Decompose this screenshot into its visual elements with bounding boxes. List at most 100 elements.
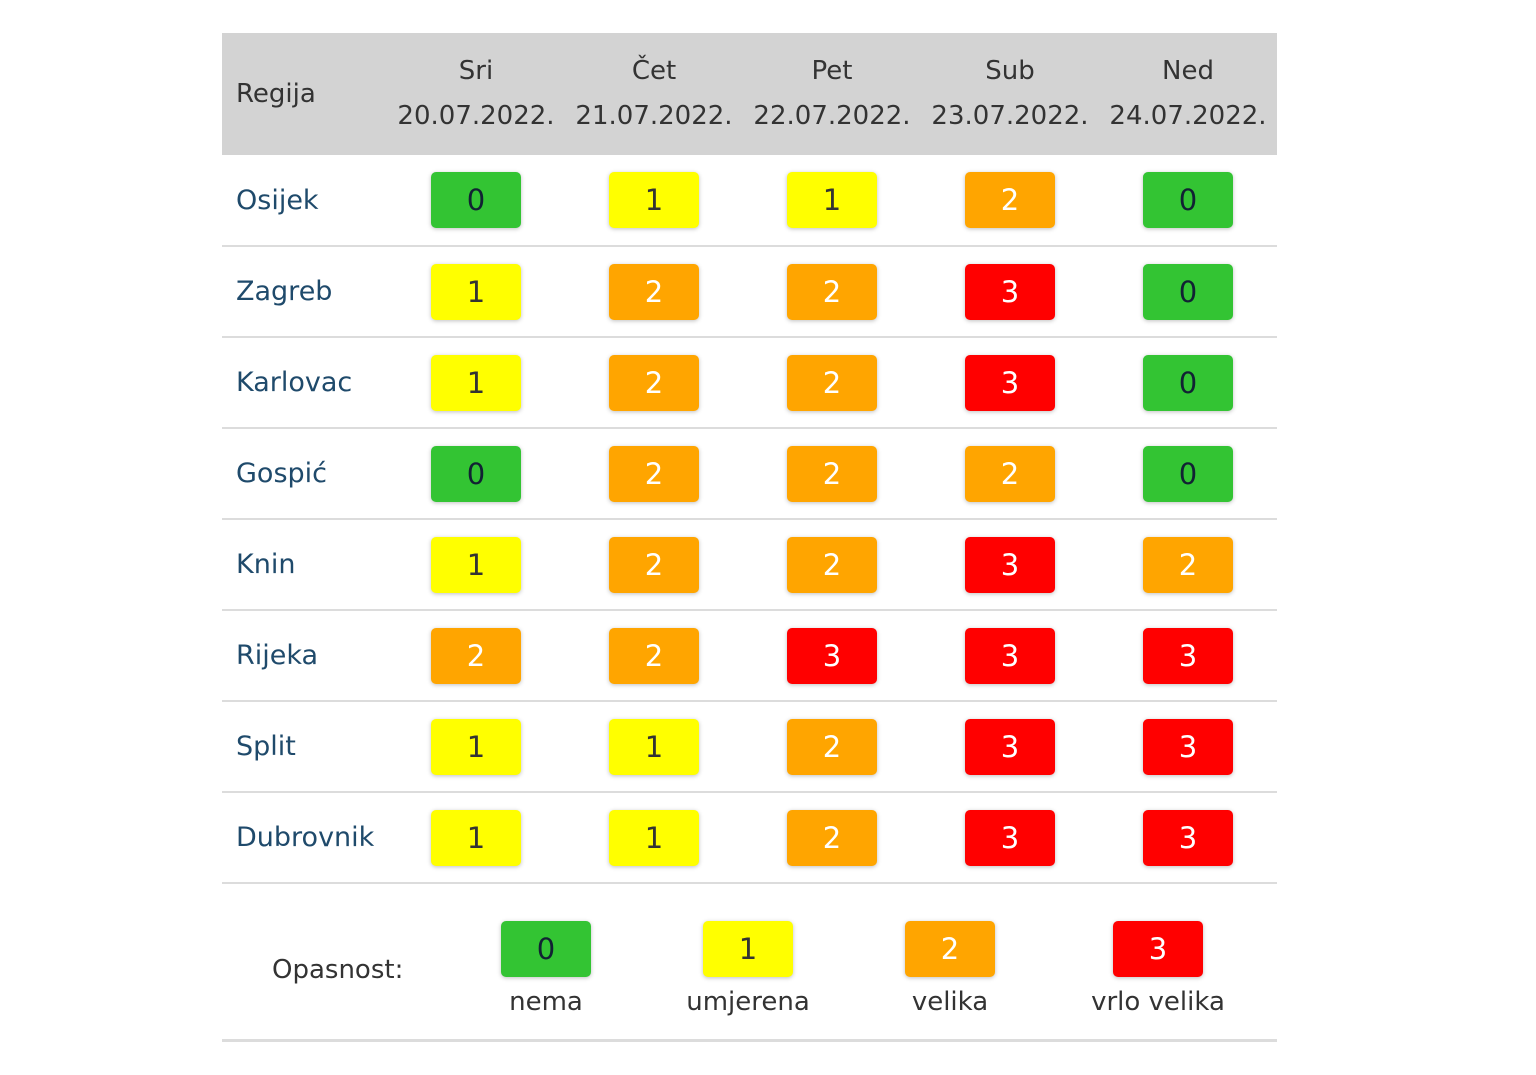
danger-cell: 0 — [1099, 246, 1277, 338]
table-row: Zagreb 1 2 2 3 0 — [222, 246, 1277, 338]
danger-level-badge: 3 — [965, 809, 1055, 866]
danger-cell: 2 — [387, 610, 565, 702]
danger-level-badge: 1 — [431, 536, 521, 593]
danger-cell: 1 — [387, 792, 565, 884]
legend-item-text: vrlo velika — [1091, 987, 1225, 1017]
danger-level-badge: 3 — [787, 627, 877, 684]
danger-cell: 1 — [743, 155, 921, 247]
danger-cell: 3 — [1099, 701, 1277, 793]
day-date: 21.07.2022. — [575, 101, 733, 131]
danger-cell: 1 — [387, 701, 565, 793]
danger-level-badge: 2 — [787, 263, 877, 320]
day-name: Čet — [631, 56, 677, 86]
danger-level-badge: 0 — [431, 172, 521, 228]
danger-level-badge: 2 — [787, 445, 877, 502]
table-header: Regija Sri 20.07.2022. Čet 21.07.2022. Pet 22… — [222, 33, 1277, 155]
danger-level-badge: 3 — [965, 718, 1055, 775]
legend-item: 1 umjerena — [648, 921, 848, 1017]
danger-level-badge: 3 — [1143, 718, 1233, 775]
danger-level-badge: 1 — [609, 172, 699, 228]
legend-item: 2 velika — [850, 921, 1050, 1017]
legend-label: Opasnost: — [272, 955, 404, 985]
danger-cell: 3 — [743, 610, 921, 702]
danger-cell: 0 — [1099, 155, 1277, 247]
danger-level-badge: 3 — [965, 354, 1055, 411]
danger-cell: 3 — [921, 519, 1099, 611]
table-row: Gospić 0 2 2 2 0 — [222, 428, 1277, 520]
table-body: Osijek 0 1 1 2 0 Zagreb 1 2 2 3 0 Karlovac 1 2 2 3 0 Gospi… — [222, 155, 1277, 884]
region-name: Split — [222, 701, 387, 793]
danger-level-badge: 2 — [787, 354, 877, 411]
danger-level-badge: 1 — [787, 172, 877, 228]
danger-level-badge: 1 — [431, 809, 521, 866]
danger-legend: Opasnost: 0 nema 1 umjerena 2 velika 3 vrlo vel… — [222, 891, 1277, 1042]
danger-level-badge: 3 — [1143, 627, 1233, 684]
danger-level-badge: 3 — [965, 627, 1055, 684]
table-row: Split 1 1 2 3 3 — [222, 701, 1277, 793]
danger-cell: 2 — [565, 337, 743, 429]
danger-cell: 2 — [921, 155, 1099, 247]
danger-cell: 3 — [921, 792, 1099, 884]
danger-cell: 0 — [1099, 428, 1277, 520]
column-header-day: Sub 23.07.2022. — [921, 33, 1099, 155]
day-date: 23.07.2022. — [931, 101, 1089, 131]
legend-item-text: velika — [911, 987, 989, 1017]
danger-cell: 2 — [565, 519, 743, 611]
danger-level-badge: 2 — [905, 921, 995, 977]
danger-cell: 2 — [1099, 519, 1277, 611]
legend-item: 0 nema — [446, 921, 646, 1017]
danger-cell: 2 — [743, 428, 921, 520]
danger-level-badge: 1 — [431, 354, 521, 411]
region-name: Zagreb — [222, 246, 387, 338]
region-name: Gospić — [222, 428, 387, 520]
danger-cell: 0 — [1099, 337, 1277, 429]
danger-cell: 1 — [387, 519, 565, 611]
column-header-day: Ned 24.07.2022. — [1099, 33, 1277, 155]
day-date: 22.07.2022. — [753, 101, 911, 131]
fire-danger-table: Regija Sri 20.07.2022. Čet 21.07.2022. Pet 22… — [222, 33, 1277, 884]
danger-level-badge: 2 — [609, 627, 699, 684]
day-name: Sub — [985, 56, 1035, 86]
legend-item-text: nema — [509, 987, 583, 1017]
table-row: Dubrovnik 1 1 2 3 3 — [222, 792, 1277, 884]
danger-level-badge: 0 — [1143, 354, 1233, 411]
danger-cell: 2 — [743, 337, 921, 429]
danger-level-badge: 2 — [787, 718, 877, 775]
danger-cell: 3 — [921, 246, 1099, 338]
danger-cell: 1 — [565, 155, 743, 247]
column-header-day: Pet 22.07.2022. — [743, 33, 921, 155]
day-name: Pet — [811, 56, 853, 86]
danger-cell: 2 — [743, 792, 921, 884]
column-header-region: Regija — [236, 78, 316, 109]
table-row: Knin 1 2 2 3 2 — [222, 519, 1277, 611]
danger-level-badge: 1 — [609, 718, 699, 775]
column-header-day: Čet 21.07.2022. — [565, 33, 743, 155]
danger-level-badge: 2 — [609, 536, 699, 593]
fire-danger-table-container: Regija Sri 20.07.2022. Čet 21.07.2022. Pet 22… — [222, 33, 1277, 884]
column-header-day: Sri 20.07.2022. — [387, 33, 565, 155]
danger-cell: 3 — [1099, 792, 1277, 884]
region-name: Rijeka — [222, 610, 387, 702]
danger-level-badge: 1 — [703, 921, 793, 977]
day-date: 24.07.2022. — [1109, 101, 1267, 131]
danger-cell: 2 — [565, 610, 743, 702]
danger-level-badge: 2 — [787, 809, 877, 866]
table-row: Rijeka 2 2 3 3 3 — [222, 610, 1277, 702]
danger-level-badge: 0 — [431, 445, 521, 502]
danger-level-badge: 2 — [965, 445, 1055, 502]
danger-cell: 3 — [1099, 610, 1277, 702]
danger-level-badge: 3 — [1143, 809, 1233, 866]
danger-level-badge: 0 — [1143, 445, 1233, 502]
danger-cell: 2 — [565, 246, 743, 338]
table-row: Karlovac 1 2 2 3 0 — [222, 337, 1277, 429]
day-name: Sri — [458, 56, 494, 86]
danger-cell: 0 — [387, 155, 565, 247]
danger-cell: 2 — [743, 246, 921, 338]
region-name: Knin — [222, 519, 387, 611]
danger-level-badge: 0 — [501, 921, 591, 977]
danger-level-badge: 1 — [431, 263, 521, 320]
danger-cell: 0 — [387, 428, 565, 520]
danger-level-badge: 0 — [1143, 263, 1233, 320]
region-name: Dubrovnik — [222, 792, 387, 884]
danger-cell: 2 — [921, 428, 1099, 520]
